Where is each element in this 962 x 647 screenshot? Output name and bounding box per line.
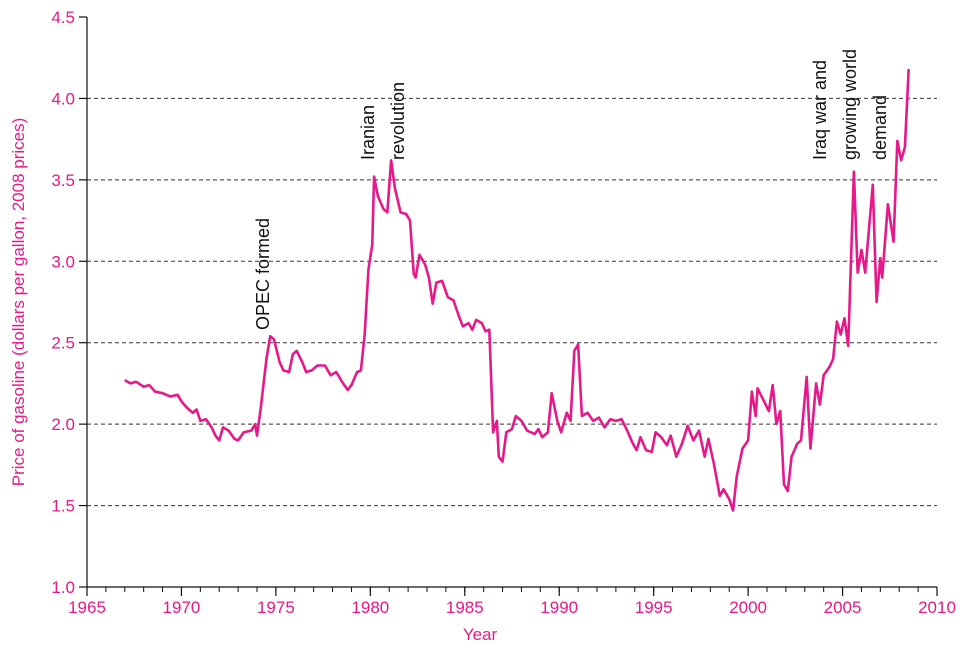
y-tick-label: 4.0	[51, 89, 75, 108]
annotation: demand	[870, 95, 890, 160]
x-tick-label: 1985	[446, 598, 484, 617]
x-axis-title: Year	[463, 625, 498, 644]
y-tick-label: 2.0	[51, 415, 75, 434]
x-tick-label: 1975	[257, 598, 295, 617]
y-axis-title: Price of gasoline (dollars per gallon, 2…	[9, 118, 28, 487]
y-tick-label: 3.5	[51, 171, 75, 190]
x-tick-label: 1990	[540, 598, 578, 617]
price-line	[124, 69, 910, 512]
x-tick-label: 2005	[824, 598, 862, 617]
x-tick-label: 1980	[351, 598, 389, 617]
annotation: OPEC formed	[253, 218, 273, 330]
y-tick-label: 3.0	[51, 252, 75, 271]
x-tick-label: 1965	[68, 598, 106, 617]
y-tick-label: 4.5	[51, 8, 75, 27]
x-tick-label: 2010	[918, 598, 956, 617]
x-tick-label: 2000	[729, 598, 767, 617]
annotation: revolution	[388, 82, 408, 160]
annotation: Iranian	[358, 105, 378, 160]
annotation: Iraq war and	[810, 60, 830, 160]
x-tick-label: 1970	[163, 598, 201, 617]
x-tick-label: 1995	[635, 598, 673, 617]
annotation: growing world	[840, 49, 860, 160]
y-tick-label: 2.5	[51, 334, 75, 353]
y-tick-label: 1.0	[51, 578, 75, 597]
y-tick-label: 1.5	[51, 497, 75, 516]
